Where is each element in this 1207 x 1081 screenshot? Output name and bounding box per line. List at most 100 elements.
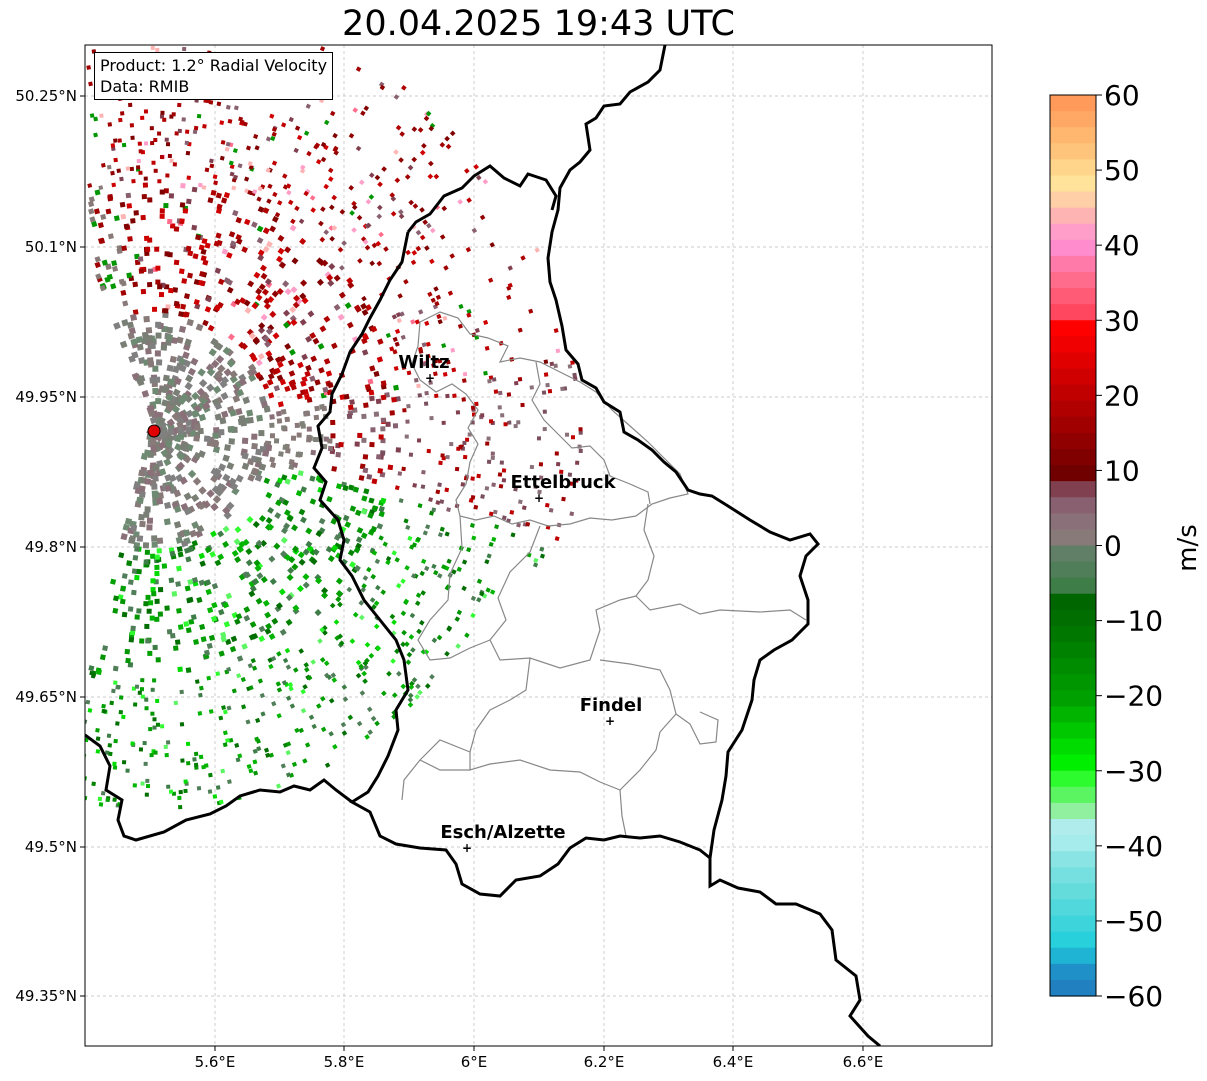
echo-pixel xyxy=(189,529,198,538)
echo-pixel xyxy=(149,376,156,384)
echo-pixel xyxy=(248,590,256,598)
echo-pixel xyxy=(346,321,354,329)
echo-pixel xyxy=(214,369,224,379)
echo-pixel xyxy=(402,408,407,413)
echo-pixel xyxy=(164,251,170,257)
echo-pixel xyxy=(249,621,257,628)
echo-pixel xyxy=(242,396,251,405)
echo-pixel xyxy=(323,660,330,667)
echo-pixel xyxy=(417,393,423,398)
echo-pixel xyxy=(202,401,211,411)
echo-pixel xyxy=(128,579,134,585)
echo-pixel xyxy=(253,559,261,567)
echo-pixel xyxy=(85,719,88,724)
echo-pixel xyxy=(173,489,182,498)
x-tick-label: 6.2°E xyxy=(584,1053,625,1071)
echo-pixel xyxy=(141,390,150,398)
echo-pixel xyxy=(254,145,260,151)
echo-pixel xyxy=(146,335,153,342)
echo-pixel xyxy=(168,577,175,584)
echo-pixel xyxy=(320,141,327,148)
echo-pixel xyxy=(213,427,220,434)
echo-pixel xyxy=(255,294,263,302)
echo-pixel xyxy=(198,182,203,188)
echo-pixel xyxy=(480,494,485,499)
echo-pixel xyxy=(129,166,135,172)
echo-pixel xyxy=(431,363,436,368)
echo-pixel xyxy=(216,203,223,210)
echo-pixel xyxy=(279,378,287,386)
echo-pixel xyxy=(338,291,346,299)
echo-pixel xyxy=(360,110,366,117)
echo-pixel xyxy=(270,135,276,142)
echo-pixel xyxy=(274,356,282,364)
echo-pixel xyxy=(108,751,113,757)
y-tick-label: 49.95°N xyxy=(15,388,77,406)
echo-pixel xyxy=(143,601,149,607)
echo-pixel xyxy=(417,127,424,133)
echo-pixel xyxy=(179,476,188,485)
city-labels: +Wiltz+Ettelbruck+Findel+Esch/Alzette xyxy=(398,352,642,855)
echo-pixel xyxy=(427,291,433,297)
echo-pixel xyxy=(187,250,194,257)
echo-pixel xyxy=(212,440,220,448)
echo-pixel xyxy=(98,237,105,244)
echo-pixel xyxy=(280,550,288,558)
echo-pixel xyxy=(86,65,91,70)
echo-pixel xyxy=(120,213,127,220)
echo-pixel xyxy=(140,214,146,221)
echo-pixel xyxy=(424,320,430,327)
echo-pixel xyxy=(91,221,98,228)
echo-pixel xyxy=(358,600,365,606)
echo-pixel xyxy=(244,306,252,315)
echo-pixel xyxy=(501,515,507,521)
echo-pixel xyxy=(501,478,507,483)
city-label: Wiltz xyxy=(398,352,449,373)
echo-pixel xyxy=(185,426,193,433)
echo-pixel xyxy=(405,659,412,666)
echo-pixel xyxy=(126,321,135,329)
echo-pixel xyxy=(429,510,435,516)
echo-pixel xyxy=(165,173,170,178)
echo-pixel xyxy=(338,640,345,647)
echo-pixel xyxy=(120,585,127,592)
echo-pixel xyxy=(375,398,382,405)
echo-pixel xyxy=(260,539,268,547)
echo-pixel xyxy=(316,278,324,286)
echo-pixel xyxy=(274,212,281,218)
echo-pixel xyxy=(543,359,549,365)
city-label: Ettelbruck xyxy=(510,472,616,493)
echo-pixel xyxy=(262,383,270,390)
echo-pixel xyxy=(214,402,223,411)
echo-pixel xyxy=(351,204,358,211)
echo-pixel xyxy=(181,117,186,122)
echo-pixel xyxy=(362,660,369,667)
echo-pixel xyxy=(130,338,138,346)
echo-pixel xyxy=(154,376,161,383)
echo-pixel xyxy=(300,516,307,524)
echo-pixel xyxy=(457,323,463,329)
echo-pixel xyxy=(348,184,355,191)
echo-pixel xyxy=(104,750,110,755)
echo-pixel xyxy=(106,164,112,170)
echo-pixel xyxy=(151,749,156,754)
echo-pixel xyxy=(254,736,260,742)
echo-pixel xyxy=(331,677,338,683)
echo-pixel xyxy=(271,368,279,376)
echo-pixel xyxy=(265,350,273,358)
echo-pixel xyxy=(258,515,266,523)
echo-pixel xyxy=(129,123,135,128)
echo-pixel xyxy=(152,266,158,272)
echo-pixel xyxy=(317,343,325,350)
echo-pixel xyxy=(257,249,265,257)
echo-pixel xyxy=(500,413,505,418)
echo-pixel xyxy=(138,513,145,521)
echo-pixel xyxy=(410,573,417,579)
echo-pixel xyxy=(149,416,158,425)
echo-pixel xyxy=(358,179,365,186)
echo-pixel xyxy=(173,259,180,266)
echo-pixel xyxy=(439,141,446,148)
echo-pixel xyxy=(152,491,160,499)
echo-pixel xyxy=(400,683,407,690)
echo-pixel xyxy=(442,315,448,321)
